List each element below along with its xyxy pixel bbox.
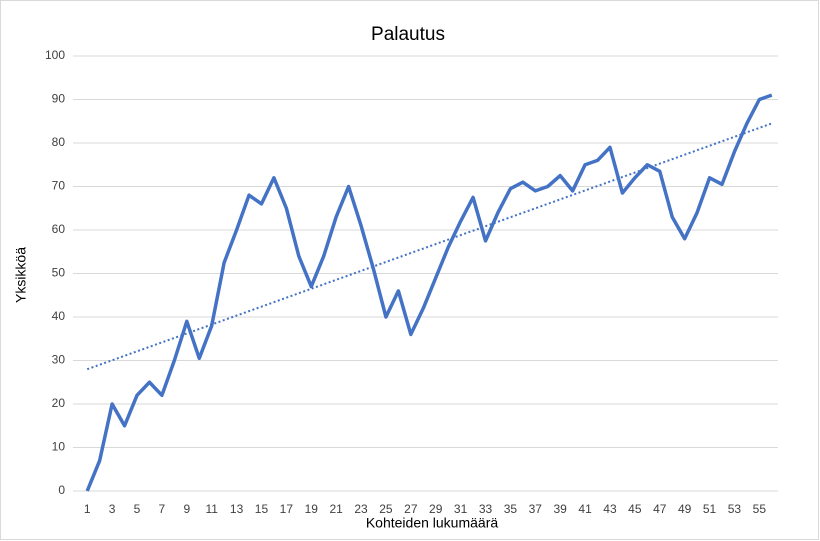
y-tick-label: 20 (52, 396, 66, 410)
x-tick-label: 5 (134, 502, 141, 516)
x-tick-label: 43 (603, 502, 617, 516)
y-axis-label: Yksikköä (13, 247, 29, 303)
x-tick-label: 25 (379, 502, 393, 516)
y-tick-label: 40 (52, 309, 66, 323)
x-tick-label: 41 (578, 502, 592, 516)
x-tick-label: 53 (728, 502, 742, 516)
x-tick-label: 3 (109, 502, 116, 516)
x-tick-label: 1 (84, 502, 91, 516)
y-tick-label: 100 (45, 48, 65, 62)
x-tick-label: 47 (653, 502, 667, 516)
x-tick-label: 15 (255, 502, 269, 516)
x-tick-label: 21 (329, 502, 343, 516)
x-tick-label: 45 (628, 502, 642, 516)
line-series (85, 93, 773, 492)
x-tick-label: 27 (404, 502, 418, 516)
y-tick-label: 30 (52, 353, 66, 367)
y-tick-label: 10 (52, 440, 66, 454)
x-tick-label: 13 (230, 502, 244, 516)
x-tick-label: 23 (354, 502, 368, 516)
x-tick-label: 51 (703, 502, 717, 516)
y-tick-label: 90 (52, 92, 66, 106)
x-tick-label: 49 (678, 502, 692, 516)
y-tick-label: 80 (52, 135, 66, 149)
y-tick-label: 0 (58, 483, 65, 497)
y-tick-label: 50 (52, 266, 66, 280)
x-axis-label: Kohteiden lukumäärä (366, 515, 499, 531)
x-tick-label: 55 (753, 502, 767, 516)
x-tick-label: 33 (479, 502, 493, 516)
y-tick-label: 60 (52, 222, 66, 236)
x-tick-label: 37 (529, 502, 543, 516)
x-tick-label: 7 (159, 502, 166, 516)
x-tick-label: 17 (280, 502, 294, 516)
x-tick-label: 9 (183, 502, 190, 516)
chart-title: Palautus (371, 24, 445, 45)
x-tick-label: 11 (205, 502, 218, 516)
x-tick-label: 35 (504, 502, 518, 516)
x-tick-label: 39 (554, 502, 568, 516)
x-tick-label: 31 (454, 502, 468, 516)
y-tick-label: 70 (52, 179, 66, 193)
x-tick-label: 19 (305, 502, 319, 516)
x-tick-label: 29 (429, 502, 443, 516)
